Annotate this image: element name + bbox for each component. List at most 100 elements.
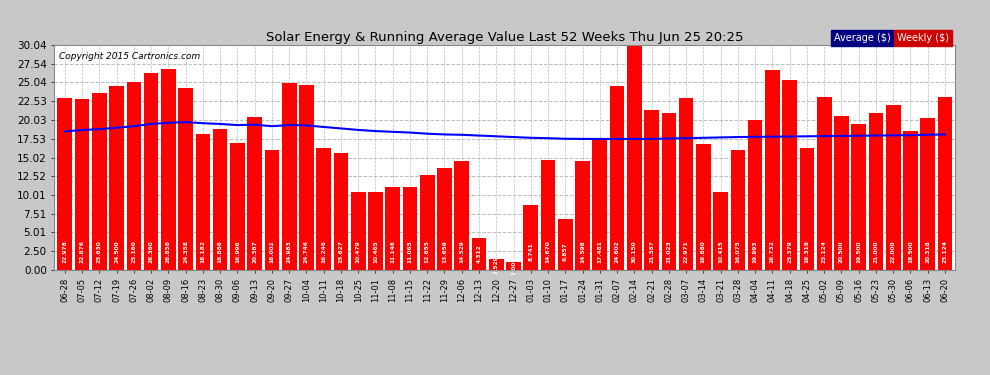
Bar bbox=[299, 85, 314, 270]
Bar bbox=[248, 117, 262, 270]
Text: 21.023: 21.023 bbox=[666, 240, 671, 262]
Bar bbox=[317, 148, 331, 270]
Bar bbox=[420, 175, 435, 270]
Text: 10.479: 10.479 bbox=[355, 240, 360, 262]
Bar bbox=[921, 118, 936, 270]
Text: Copyright 2015 Cartronics.com: Copyright 2015 Cartronics.com bbox=[59, 52, 200, 61]
Text: 1.529: 1.529 bbox=[494, 255, 499, 274]
Text: 24.358: 24.358 bbox=[183, 240, 188, 263]
Bar bbox=[178, 87, 193, 270]
Bar bbox=[74, 99, 89, 270]
Bar bbox=[817, 97, 832, 270]
Bar bbox=[127, 81, 142, 270]
Bar bbox=[264, 150, 279, 270]
Bar bbox=[489, 258, 504, 270]
Text: 23.630: 23.630 bbox=[97, 240, 102, 262]
Text: 18.886: 18.886 bbox=[218, 240, 223, 263]
Text: 20.500: 20.500 bbox=[839, 240, 843, 262]
Text: 21.387: 21.387 bbox=[649, 240, 654, 263]
Text: 23.124: 23.124 bbox=[942, 240, 947, 263]
Bar bbox=[661, 112, 676, 270]
Text: 10.415: 10.415 bbox=[718, 240, 723, 262]
Bar bbox=[213, 129, 228, 270]
Text: 22.971: 22.971 bbox=[684, 240, 689, 262]
Text: 16.996: 16.996 bbox=[235, 240, 240, 262]
Text: 20.318: 20.318 bbox=[926, 240, 931, 262]
Text: 15.627: 15.627 bbox=[339, 240, 344, 263]
Text: 25.160: 25.160 bbox=[132, 240, 137, 262]
Bar bbox=[610, 86, 625, 270]
Text: 18.500: 18.500 bbox=[908, 240, 913, 262]
Bar bbox=[558, 219, 572, 270]
Bar bbox=[903, 131, 918, 270]
Bar bbox=[161, 69, 175, 270]
Bar bbox=[868, 113, 883, 270]
Text: 26.732: 26.732 bbox=[770, 240, 775, 263]
Text: 22.978: 22.978 bbox=[62, 240, 67, 262]
Text: 22.000: 22.000 bbox=[891, 240, 896, 262]
Text: 11.146: 11.146 bbox=[390, 240, 395, 263]
Text: 24.500: 24.500 bbox=[114, 240, 119, 262]
Text: 17.481: 17.481 bbox=[597, 240, 602, 263]
Bar bbox=[800, 148, 814, 270]
Bar bbox=[524, 204, 539, 270]
Bar bbox=[851, 124, 866, 270]
Text: 16.318: 16.318 bbox=[805, 240, 810, 263]
Bar bbox=[714, 192, 728, 270]
Bar bbox=[368, 192, 383, 270]
Text: 11.065: 11.065 bbox=[408, 240, 413, 262]
Bar bbox=[57, 98, 72, 270]
Text: 24.983: 24.983 bbox=[287, 240, 292, 262]
Bar bbox=[765, 70, 780, 270]
Bar bbox=[696, 144, 711, 270]
Bar bbox=[385, 186, 400, 270]
Text: 21.000: 21.000 bbox=[873, 240, 878, 262]
Bar bbox=[282, 83, 296, 270]
Text: 14.670: 14.670 bbox=[545, 240, 550, 262]
Bar bbox=[541, 160, 555, 270]
Text: 19.993: 19.993 bbox=[752, 240, 757, 262]
Text: 10.465: 10.465 bbox=[373, 240, 378, 262]
Text: 24.602: 24.602 bbox=[615, 240, 620, 262]
Text: 14.529: 14.529 bbox=[459, 240, 464, 262]
Text: 16.246: 16.246 bbox=[321, 240, 326, 263]
Bar bbox=[886, 105, 901, 270]
Text: 26.858: 26.858 bbox=[166, 240, 171, 263]
Bar bbox=[575, 160, 590, 270]
Bar bbox=[92, 93, 107, 270]
Bar bbox=[403, 187, 418, 270]
Text: 14.598: 14.598 bbox=[580, 240, 585, 262]
Text: 16.075: 16.075 bbox=[736, 240, 741, 262]
Bar bbox=[471, 238, 486, 270]
Bar bbox=[644, 110, 659, 270]
Title: Solar Energy & Running Average Value Last 52 Weeks Thu Jun 25 20:25: Solar Energy & Running Average Value Las… bbox=[266, 31, 743, 44]
Text: Average ($): Average ($) bbox=[834, 33, 890, 43]
Bar bbox=[454, 161, 469, 270]
Text: 16.002: 16.002 bbox=[269, 240, 274, 262]
Bar bbox=[196, 134, 210, 270]
Text: 6.857: 6.857 bbox=[562, 242, 568, 261]
Text: 23.124: 23.124 bbox=[822, 240, 827, 263]
Bar bbox=[350, 192, 365, 270]
Bar bbox=[782, 80, 797, 270]
Bar bbox=[144, 73, 158, 270]
Text: 18.182: 18.182 bbox=[200, 240, 205, 263]
Text: 30.150: 30.150 bbox=[632, 240, 637, 262]
Bar bbox=[835, 117, 848, 270]
Bar bbox=[438, 168, 451, 270]
Bar bbox=[747, 120, 762, 270]
Bar bbox=[627, 44, 642, 270]
Text: 26.360: 26.360 bbox=[148, 240, 153, 262]
Text: 24.746: 24.746 bbox=[304, 240, 309, 263]
Text: 22.876: 22.876 bbox=[79, 240, 84, 263]
Bar bbox=[334, 153, 348, 270]
Text: 20.387: 20.387 bbox=[252, 240, 257, 262]
Bar bbox=[506, 262, 521, 270]
Text: 13.659: 13.659 bbox=[442, 240, 447, 262]
Text: 25.379: 25.379 bbox=[787, 240, 792, 262]
Bar bbox=[109, 87, 124, 270]
Bar bbox=[938, 97, 952, 270]
Bar bbox=[592, 139, 607, 270]
Text: 16.880: 16.880 bbox=[701, 240, 706, 262]
Text: 1.006: 1.006 bbox=[511, 257, 516, 276]
